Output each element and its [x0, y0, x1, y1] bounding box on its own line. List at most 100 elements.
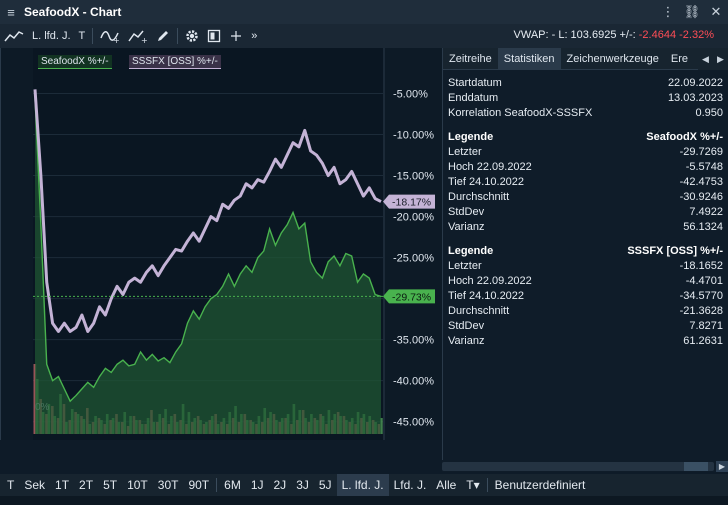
series1-last-label-bg [383, 289, 435, 304]
stat-header-label: Legende [448, 245, 494, 257]
panel-tabs: Zeitreihe Statistiken Zeichenwerkzeuge E… [443, 48, 728, 70]
tab-scroll-left-icon[interactable]: ◀ [702, 53, 709, 64]
stat-row: Varianz 61.2631 [448, 334, 723, 349]
period-option[interactable]: Alle [436, 478, 457, 492]
panel-toggle-icon[interactable] [203, 24, 225, 48]
period-option[interactable]: Sek [24, 478, 46, 492]
period-option[interactable]: 30T [157, 478, 179, 492]
more-vertical-icon[interactable]: ⋮ [661, 4, 675, 19]
stat-label: Varianz [448, 221, 485, 233]
statistics-table: Startdatum 22.09.2022 Enddatum 13.03.2023 … [443, 70, 728, 349]
scrollbar-track[interactable] [442, 462, 714, 471]
stat-label: Korrelation SeafoodX-SSSFX [448, 107, 593, 119]
stat-label: Hoch 22.09.2022 [448, 161, 532, 173]
stat-value: 13.03.2023 [667, 92, 723, 104]
y-tick-label: -15.00% [393, 171, 434, 183]
vwap-text: VWAP: - L: 103.6925 +/-: [513, 29, 636, 41]
stat-label: Tief 24.10.2022 [448, 176, 525, 188]
stat-value: -29.7269 [679, 146, 723, 158]
more-tools-icon[interactable]: » [251, 30, 258, 42]
period-option[interactable]: 2J [273, 478, 287, 492]
period-option[interactable]: 10T [127, 478, 148, 492]
stat-label: Tief 24.10.2022 [448, 290, 525, 302]
tab-zeitreihe[interactable]: Zeitreihe [449, 53, 492, 65]
tab-statistiken[interactable]: Statistiken [497, 48, 561, 69]
bottom-strip [0, 496, 728, 505]
stat-row: Durchschnitt -30.9246 [448, 190, 723, 205]
period-option[interactable]: L. lfd. J. [336, 474, 389, 496]
period-option[interactable]: 1T [55, 478, 70, 492]
title-bar: ≡ SeafoodX - Chart ⋮ ⛓ ✕ [0, 0, 728, 24]
stat-label: StdDev [448, 206, 485, 218]
period-bar: T Sek 1T 2T 5T 10T 30T 90T 6M 1J 2J 3J 5J L. lfd. J. L… [0, 474, 728, 496]
period-selector[interactable]: L. lfd. J. [32, 30, 71, 42]
stat-value: 7.4922 [689, 206, 723, 218]
series1-area [35, 98, 381, 435]
series2-last-label-bg [383, 194, 435, 209]
y-tick-label: -45.00% [393, 417, 434, 429]
period-option[interactable]: 90T [188, 478, 210, 492]
stat-value: 61.2631 [683, 335, 723, 347]
vwap-change: -2.4644 [638, 29, 677, 41]
unlink-icon[interactable]: ⛓ [683, 4, 701, 19]
tab-scroll-right-icon[interactable]: ▶ [717, 53, 724, 64]
period-option[interactable]: 1J [250, 478, 264, 492]
stat-row: StdDev 7.4922 [448, 205, 723, 220]
stat-value: 22.09.2022 [667, 77, 723, 89]
period-divider [216, 478, 218, 492]
stat-row: Enddatum 13.03.2023 [448, 91, 723, 106]
chart-toolbar: L. lfd. J. T + + » VWAP: - L: 103.6925 +… [0, 24, 728, 48]
period-option[interactable]: 5J [318, 478, 332, 492]
stat-label: Enddatum [448, 92, 499, 104]
period-option[interactable]: Benutzerdefiniert [494, 478, 586, 492]
stat-value: -42.4753 [679, 176, 723, 188]
hamburger-icon[interactable]: ≡ [7, 4, 15, 20]
y-tick-label: -10.00% [393, 130, 434, 142]
stat-row: Letzter -18.1652 [448, 259, 723, 274]
stat-value: -18.1652 [679, 260, 723, 272]
close-icon[interactable]: ✕ [710, 4, 722, 19]
tab-zeichenwerkzeuge[interactable]: Zeichenwerkzeuge [566, 53, 659, 65]
y-tick-label: -35.00% [393, 335, 434, 347]
y-tick-label: -5.00% [393, 89, 428, 101]
stat-label: Letzter [448, 260, 482, 272]
period-divider [486, 478, 488, 492]
svg-text:+: + [113, 36, 120, 43]
toolbar-divider [92, 28, 94, 44]
chart-area[interactable]: -5.00%-10.00%-15.00%-20.00%-25.00%-30.00… [0, 48, 442, 440]
period-option[interactable]: 6M [224, 478, 241, 492]
stat-value: 7.8271 [689, 320, 723, 332]
chart-type-icon[interactable] [0, 24, 28, 48]
period-option[interactable]: T▾ [466, 478, 480, 492]
window-title: SeafoodX - Chart [24, 5, 122, 19]
stat-row: StdDev 7.8271 [448, 319, 723, 334]
scrollbar-thumb[interactable] [684, 462, 708, 471]
panel-scrollbar[interactable]: ▶ [442, 460, 728, 472]
indicator-icon[interactable]: + [96, 24, 124, 48]
series2-last-label: -18.17% [392, 197, 431, 209]
legend-series1[interactable]: SeafoodX %+/- [38, 55, 112, 69]
y-tick-label: -20.00% [393, 212, 434, 224]
stat-label: Startdatum [448, 77, 502, 89]
gear-icon[interactable] [181, 24, 203, 48]
t-selector[interactable]: T [78, 30, 86, 42]
pencil-icon[interactable] [152, 24, 174, 48]
volume-bar-down [33, 364, 37, 434]
period-option[interactable]: 5T [103, 478, 118, 492]
stat-value: 56.1324 [683, 221, 723, 233]
tab-ereignisse[interactable]: Ere [670, 53, 689, 65]
chart-svg[interactable]: -5.00%-10.00%-15.00%-20.00%-25.00%-30.00… [1, 48, 443, 440]
crosshair-icon[interactable] [225, 24, 247, 48]
period-option[interactable]: T [7, 478, 15, 492]
compare-icon[interactable]: + [124, 24, 152, 48]
stat-row: Startdatum 22.09.2022 [448, 76, 723, 91]
period-option[interactable]: 2T [79, 478, 94, 492]
period-option[interactable]: 3J [296, 478, 309, 492]
svg-text:+: + [141, 36, 148, 43]
legend-series2[interactable]: SSSFX [OSS] %+/- [129, 55, 221, 69]
scroll-right-icon[interactable]: ▶ [716, 461, 728, 472]
stat-label: Hoch 22.09.2022 [448, 275, 532, 287]
stat-label: StdDev [448, 320, 485, 332]
volume-bar-up [380, 418, 383, 434]
period-option[interactable]: Lfd. J. [393, 478, 427, 492]
